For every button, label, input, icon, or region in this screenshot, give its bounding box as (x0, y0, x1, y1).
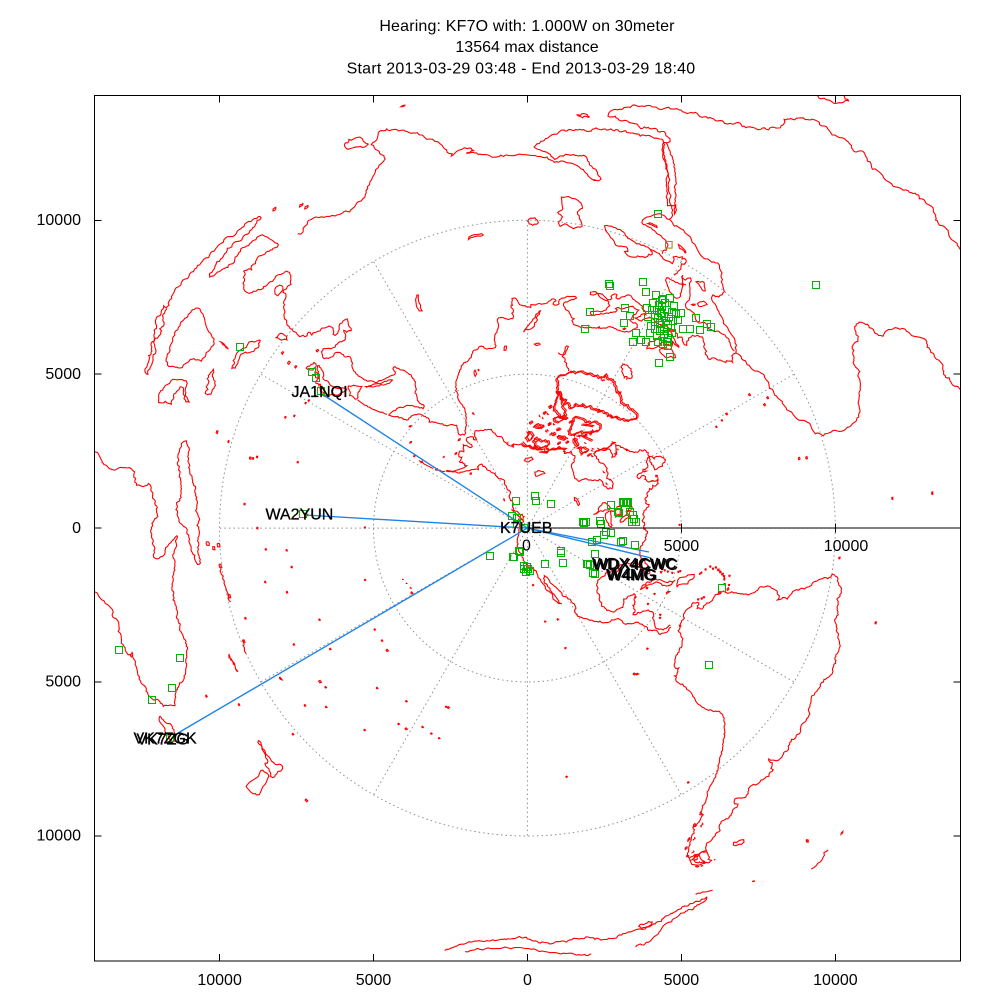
svg-text:5000: 5000 (356, 972, 392, 989)
svg-text:K7UEB: K7UEB (500, 520, 552, 537)
svg-text:10000: 10000 (37, 212, 82, 229)
svg-text:JA1NQI: JA1NQI (292, 384, 348, 401)
svg-text:0: 0 (523, 972, 532, 989)
svg-text:VK7ZG: VK7ZG (137, 732, 189, 749)
svg-text:WDX4CWC: WDX4CWC (592, 556, 676, 573)
svg-text:WA2YUN: WA2YUN (266, 506, 334, 523)
svg-text:10000: 10000 (37, 828, 82, 845)
svg-text:VK7ZGK: VK7ZGK (134, 731, 197, 748)
svg-text:10000: 10000 (197, 972, 242, 989)
svg-text:5000: 5000 (45, 366, 81, 383)
svg-text:5000: 5000 (664, 538, 700, 555)
svg-text:10000: 10000 (813, 972, 858, 989)
svg-text:WDX4CWC: WDX4CWC (594, 557, 678, 574)
svg-text:0: 0 (522, 538, 531, 555)
svg-text:Hearing: KF7O with: 1.000W on: Hearing: KF7O with: 1.000W on 30meter (379, 18, 675, 35)
svg-text:5000: 5000 (664, 972, 700, 989)
svg-text:Start 2013-03-29 03:48 - End 2: Start 2013-03-29 03:48 - End 2013-03-29 … (347, 61, 696, 78)
svg-text:5000: 5000 (45, 674, 81, 691)
svg-text:13564 max distance: 13564 max distance (455, 39, 598, 56)
svg-text:W4MG: W4MG (608, 568, 658, 585)
svg-text:W4MG: W4MG (606, 567, 656, 584)
svg-text:10000: 10000 (824, 538, 869, 555)
svg-text:0: 0 (72, 520, 81, 537)
